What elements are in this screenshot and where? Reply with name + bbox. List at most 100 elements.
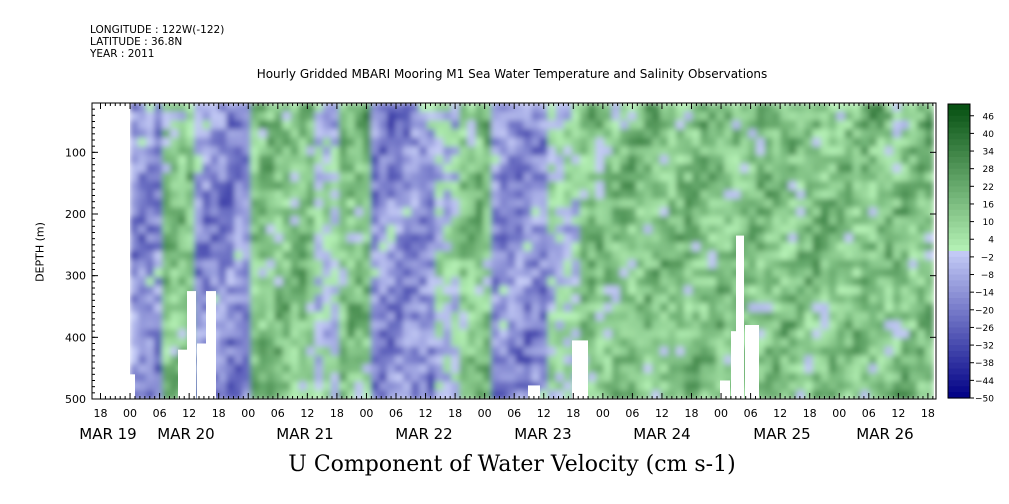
heatmap-cell — [210, 137, 220, 148]
heatmap-cell — [395, 155, 404, 165]
heatmap-cell — [451, 329, 461, 340]
heatmap-cell — [740, 155, 750, 165]
heatmap-cell — [138, 320, 147, 331]
heatmap-cell — [138, 190, 147, 200]
heatmap-cell — [138, 242, 147, 252]
heatmap-cell — [354, 172, 364, 183]
heatmap-cell — [467, 129, 477, 139]
x-tick-label: 06 — [507, 407, 521, 420]
heatmap-cell — [836, 285, 846, 296]
heatmap-cell — [274, 172, 284, 183]
heatmap-cell — [684, 103, 694, 113]
heatmap-cell — [724, 251, 734, 261]
heatmap-cell — [828, 129, 838, 139]
heatmap-cell — [451, 155, 461, 165]
heatmap-cell — [218, 207, 228, 218]
heatmap-cell — [515, 320, 525, 331]
heatmap-cell — [676, 120, 685, 131]
heatmap-cell — [387, 207, 396, 218]
heatmap-cell — [138, 277, 147, 287]
heatmap-cell — [242, 381, 252, 392]
heatmap-cell — [354, 155, 364, 165]
heatmap-cell — [491, 181, 501, 192]
heatmap-cell — [491, 111, 501, 122]
heatmap-cell — [330, 381, 340, 392]
heatmap-cell — [619, 242, 629, 252]
heatmap-cell — [796, 320, 806, 331]
heatmap-cell — [202, 111, 212, 122]
heatmap-cell — [828, 381, 838, 392]
heatmap-cell — [812, 372, 822, 383]
heatmap-cell — [483, 190, 493, 200]
heatmap-cell — [354, 224, 364, 235]
heatmap-cell — [403, 346, 412, 357]
heatmap-cell — [226, 111, 236, 122]
heatmap-cell — [587, 242, 597, 252]
heatmap-cell — [266, 137, 276, 148]
heatmap-cell — [298, 233, 308, 244]
heatmap-cell — [170, 137, 180, 148]
heatmap-cell — [780, 259, 790, 270]
heatmap-cell — [908, 120, 918, 131]
heatmap-cell — [820, 198, 830, 209]
heatmap-cell — [427, 303, 437, 313]
heatmap-cell — [507, 311, 517, 322]
heatmap-cell — [499, 259, 509, 270]
heatmap-cell — [306, 285, 316, 296]
heatmap-cell — [162, 277, 172, 287]
heatmap-cell — [411, 137, 420, 148]
heatmap-cell — [234, 181, 244, 192]
heatmap-cell — [146, 198, 156, 209]
heatmap-cell — [716, 259, 726, 270]
heatmap-cell — [539, 137, 549, 148]
heatmap-cell — [547, 372, 557, 383]
heatmap-cell — [716, 190, 726, 200]
heatmap-cell — [378, 285, 388, 296]
heatmap-cell — [378, 251, 388, 261]
heatmap-cell — [427, 172, 437, 183]
heatmap-cell — [282, 224, 292, 235]
heatmap-cell — [499, 224, 509, 235]
heatmap-cell — [274, 190, 284, 200]
heatmap-cell — [579, 111, 589, 122]
heatmap-cell — [218, 251, 228, 261]
heatmap-cell — [892, 294, 902, 305]
heatmap-cell — [178, 311, 188, 322]
heatmap-cell — [138, 120, 147, 131]
heatmap-cell — [908, 372, 918, 383]
heatmap-cell — [844, 277, 854, 287]
heatmap-cell — [643, 172, 653, 183]
heatmap-cell — [547, 381, 557, 392]
heatmap-cell — [619, 181, 629, 192]
heatmap-cell — [587, 120, 597, 131]
heatmap-cell — [314, 172, 324, 183]
heatmap-cell — [892, 137, 902, 148]
heatmap-cell — [338, 233, 348, 244]
heatmap-cell — [378, 233, 388, 244]
heatmap-cell — [651, 381, 661, 392]
heatmap-cell — [162, 259, 172, 270]
colorbar-label: −26 — [975, 324, 994, 334]
heatmap-cell — [346, 268, 356, 279]
heatmap-cell — [362, 181, 372, 192]
colorbar-label: 34 — [983, 148, 995, 158]
heatmap-cell — [515, 242, 525, 252]
heatmap-cell — [708, 372, 718, 383]
heatmap-cell — [595, 285, 605, 296]
heatmap-cell — [908, 224, 918, 235]
heatmap-cell — [362, 242, 372, 252]
heatmap-cell — [804, 216, 814, 226]
heatmap-cell — [780, 338, 790, 348]
heatmap-cell — [395, 320, 404, 331]
heatmap-cell — [603, 364, 613, 374]
heatmap-cell — [676, 311, 685, 322]
heatmap-cell — [186, 233, 196, 244]
heatmap-cell — [387, 198, 396, 209]
heatmap-cell — [611, 146, 621, 157]
heatmap-cell — [788, 137, 798, 148]
heatmap-cell — [210, 103, 220, 113]
heatmap-cell — [587, 207, 597, 218]
heatmap-cell — [571, 129, 581, 139]
heatmap-cell — [925, 155, 934, 165]
heatmap-cell — [274, 294, 284, 305]
